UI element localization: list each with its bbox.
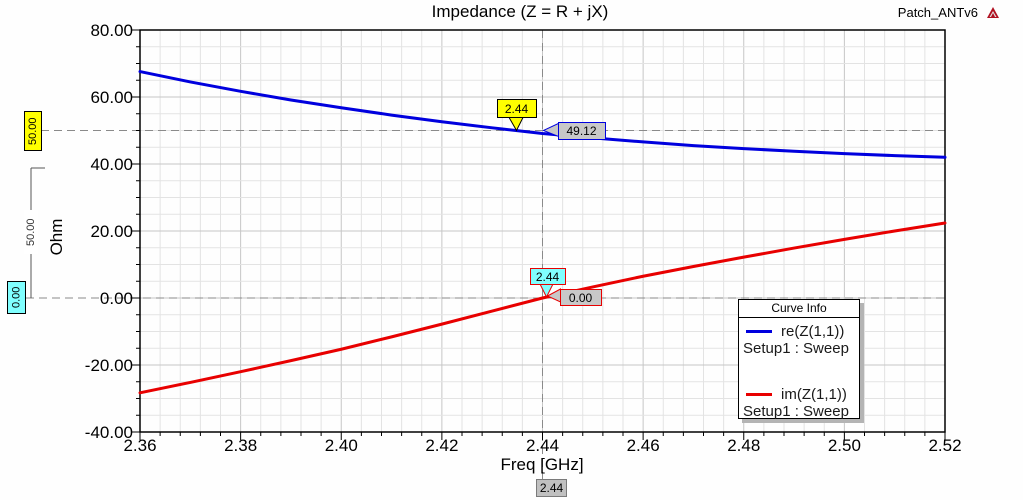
project-name: Patch_ANTv6: [897, 5, 978, 20]
y-tick-label: 0.00: [99, 289, 133, 308]
x-tick-label: 2.50: [827, 436, 861, 455]
x-tick-label: 2.38: [224, 436, 258, 455]
x-tick-label: 2.46: [626, 436, 660, 455]
refline-0-label-box[interactable]: 0.00: [7, 281, 26, 314]
legend-line-sample-re: [746, 330, 772, 333]
legend-entry-name: im(Z(1,1)): [781, 386, 847, 403]
x-tick-label: 2.36: [123, 436, 157, 455]
x-tick-label: 2.44: [525, 436, 560, 455]
x-axis-label: Freq [GHz]: [500, 455, 584, 474]
marker-red-value-box[interactable]: 0.00: [559, 289, 602, 306]
legend[interactable]: Curve Info re(Z(1,1)) Setup1 : Sweep im(…: [738, 299, 860, 420]
legend-entry-setup: Setup1 : Sweep: [743, 403, 849, 420]
y-tick-label: -40.00: [84, 423, 133, 442]
delta-ruler-label: 50.00: [24, 210, 38, 254]
y-tick-label: 80.00: [90, 21, 133, 40]
legend-line-sample-im: [746, 393, 772, 396]
y-tick-label: 60.00: [90, 88, 133, 107]
x-tick-label: 2.40: [324, 436, 358, 455]
x-tick-label: 2.52: [928, 436, 962, 455]
legend-entry-name: re(Z(1,1)): [781, 323, 845, 340]
x-axis-marker-box[interactable]: 2.44: [536, 479, 567, 497]
marker-red-x-tag[interactable]: 2.44: [529, 268, 566, 285]
y-tick-label: 20.00: [90, 222, 133, 241]
x-tick-label: 2.42: [425, 436, 459, 455]
marker-blue-x-tag[interactable]: 2.44: [496, 99, 537, 119]
chart-title: Impedance (Z = R + jX): [431, 2, 609, 21]
legend-entry-im[interactable]: im(Z(1,1)) Setup1 : Sweep: [739, 381, 859, 420]
refline-50-label-box[interactable]: 50.00: [24, 111, 42, 151]
legend-entry-setup: Setup1 : Sweep: [743, 340, 849, 357]
legend-title: Curve Info: [739, 300, 859, 318]
y-tick-label: 40.00: [90, 155, 133, 174]
marker-blue-value-box[interactable]: 49.12: [557, 122, 606, 141]
legend-entry-re[interactable]: re(Z(1,1)) Setup1 : Sweep: [739, 318, 859, 357]
y-tick-label: -20.00: [84, 356, 133, 375]
x-tick-label: 2.48: [727, 436, 761, 455]
ansys-logo-icon: [987, 7, 999, 18]
